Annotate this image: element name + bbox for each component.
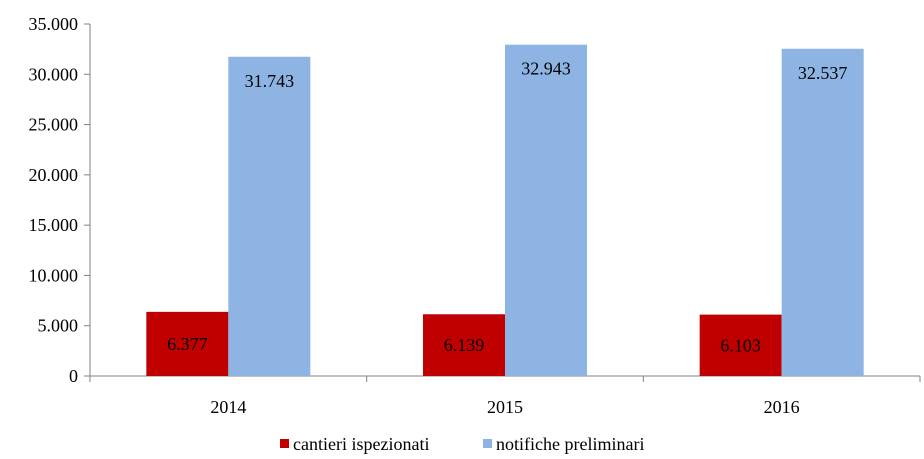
bar-cantieri-2016 (699, 314, 782, 376)
y-tick-label: 15.000 (29, 215, 79, 235)
y-tick-label: 35.000 (29, 14, 79, 34)
data-labels: 6.377 6.139 6.103 31.743 32.943 32.537 (167, 59, 847, 356)
data-label: 31.743 (245, 71, 295, 91)
legend-swatch-notifiche (483, 439, 492, 448)
legend: cantieri ispezionati notifiche preliminar… (280, 434, 644, 454)
y-tick-label: 0 (69, 366, 78, 386)
y-axis: 0 5.000 10.000 15.000 20.000 25.000 30.000 35.0… (29, 14, 91, 386)
bar-notifiche-2016 (781, 48, 864, 376)
y-tick-label: 5.000 (38, 316, 79, 336)
y-tick-label: 20.000 (29, 165, 79, 185)
bars (146, 44, 864, 377)
y-tick-label: 30.000 (29, 64, 79, 84)
bar-notifiche-2014 (228, 56, 311, 377)
bar-notifiche-2015 (505, 44, 587, 377)
y-tick-label: 10.000 (29, 265, 79, 285)
legend-label-cantieri: cantieri ispezionati (293, 434, 429, 454)
y-tick-label: 25.000 (29, 115, 79, 135)
bar-cantieri-2015 (423, 314, 505, 376)
x-axis: 2014 2015 2016 (89, 375, 921, 417)
data-label: 6.139 (444, 335, 485, 355)
data-label: 32.537 (798, 63, 848, 83)
legend-swatch-cantieri (280, 439, 289, 448)
legend-label-notifiche: notifiche preliminari (496, 434, 644, 454)
data-label: 6.377 (167, 334, 208, 354)
bar-cantieri-2014 (146, 311, 229, 376)
x-tick-label: 2014 (210, 397, 246, 417)
x-tick-label: 2016 (764, 397, 800, 417)
x-tick-label: 2015 (487, 397, 523, 417)
data-label: 6.103 (720, 335, 761, 355)
data-label: 32.943 (521, 59, 571, 79)
